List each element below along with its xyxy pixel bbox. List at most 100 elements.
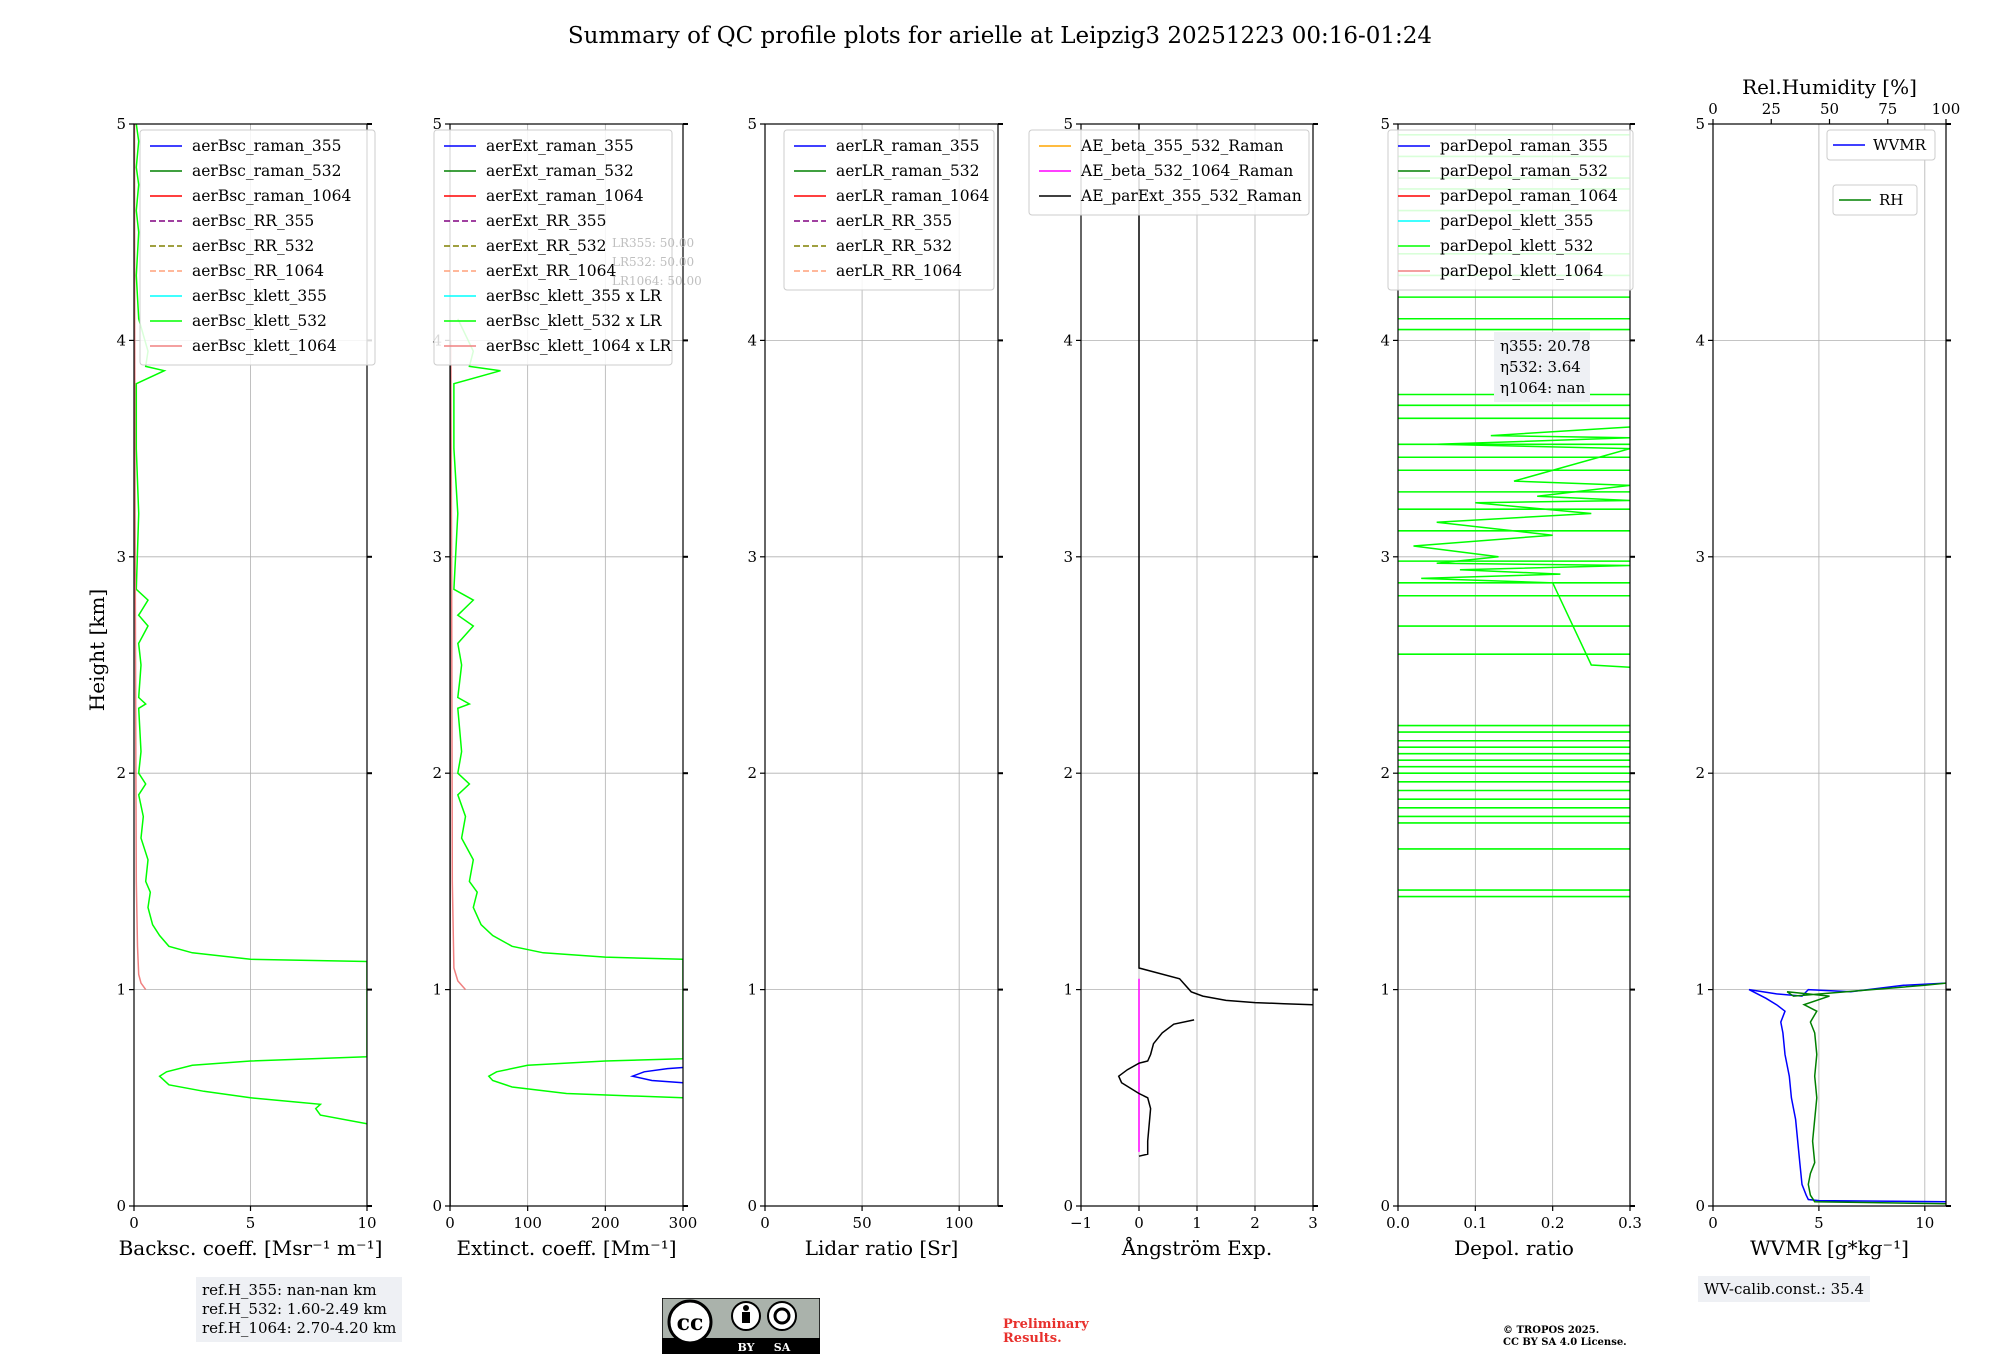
legend-label: aerBsc_klett_1064 — [192, 337, 337, 355]
legend-box — [433, 129, 673, 366]
legend-label: aerBsc_klett_355 — [192, 287, 327, 305]
eta-note: η1064: nan — [1500, 379, 1586, 397]
legend-label: aerBsc_RR_355 — [192, 212, 314, 230]
x-axis-label: Ångström Exp. — [1121, 1235, 1272, 1260]
page-title: Summary of QC profile plots for arielle … — [568, 23, 1432, 49]
x-tick-label: 1 — [1192, 1214, 1202, 1232]
legend-label: aerLR_raman_532 — [836, 162, 979, 180]
preliminary-note: Preliminary Results. — [1003, 1318, 1089, 1346]
series-AE_parExt_355_532_Raman — [1117, 1019, 1195, 1157]
y-tick-label: 4 — [747, 331, 757, 349]
wv-calib-text: WV-calib.const.: 35.4 — [1704, 1280, 1865, 1298]
ref-height-355: ref.H_355: nan-nan km — [202, 1281, 377, 1299]
y-tick-label: 5 — [1063, 115, 1073, 133]
x-tick-label: 0 — [760, 1214, 770, 1232]
axes-frame — [1712, 123, 1947, 1207]
legend-label: aerExt_RR_532 — [486, 237, 607, 255]
y-axis-label: Height [km] — [85, 589, 109, 711]
y-tick-label: 3 — [1695, 548, 1705, 566]
eta-note: η532: 3.64 — [1500, 358, 1581, 376]
x-tick-label: 5 — [1814, 1214, 1824, 1232]
lr-note: LR532: 50.00 — [612, 255, 694, 269]
cc-license-badge: cc BY SA — [662, 1298, 820, 1354]
y-tick-label: 2 — [1695, 764, 1705, 782]
y-tick-label: 3 — [1380, 548, 1390, 566]
top-x-axis-label: Rel.Humidity [%] — [1742, 75, 1917, 99]
y-tick-label: 1 — [1380, 981, 1390, 999]
lr-note: LR355: 50.00 — [612, 236, 694, 250]
legend-label: aerLR_RR_532 — [836, 237, 952, 255]
sa-icon — [767, 1301, 797, 1331]
legend-label: parDepol_klett_532 — [1440, 237, 1593, 255]
panel-extinction: 0123450100200300Extinct. coeff. [Mm⁻¹]ae… — [432, 115, 701, 1260]
series-parDepol_klett_532_profile — [1413, 426, 1630, 668]
x-tick-label: −1 — [1070, 1214, 1092, 1232]
y-tick-label: 0 — [1695, 1197, 1705, 1215]
series-group — [450, 318, 683, 1206]
x-axis-label: Extinct. coeff. [Mm⁻¹] — [456, 1236, 676, 1260]
legend-label: aerExt_raman_355 — [486, 137, 634, 155]
x-tick-label: 0 — [129, 1214, 139, 1232]
x-tick-label: 100 — [513, 1214, 542, 1232]
series-RH — [1786, 982, 1946, 1205]
y-tick-label: 0 — [747, 1197, 757, 1215]
x-tick-label: 0.0 — [1386, 1214, 1410, 1232]
x-tick-label: 200 — [591, 1214, 620, 1232]
series-aerBsc_klett_1064 x LR — [450, 340, 467, 991]
legend-label: parDepol_raman_532 — [1440, 162, 1608, 180]
legend-label: aerBsc_klett_532 — [192, 312, 327, 330]
legend-label: aerBsc_klett_355 x LR — [486, 287, 663, 305]
legend-label: parDepol_raman_355 — [1440, 137, 1608, 155]
axes-frame — [449, 123, 684, 1207]
y-tick-label: 2 — [1380, 764, 1390, 782]
x-axis-label: Lidar ratio [Sr] — [805, 1236, 959, 1260]
series-aerBsc_klett_532 x LR — [453, 318, 683, 1099]
y-tick-label: 1 — [116, 981, 126, 999]
x-tick-label: 5 — [246, 1214, 256, 1232]
legend-label: WVMR — [1873, 136, 1927, 154]
y-tick-label: 1 — [432, 981, 442, 999]
series-aerBsc_klett_1064 — [134, 124, 147, 991]
legend-box — [783, 129, 995, 291]
y-tick-label: 5 — [747, 115, 757, 133]
x-tick-label: 100 — [945, 1214, 974, 1232]
top-x-tick-label: 0 — [1708, 100, 1718, 118]
axes-frame — [764, 123, 999, 1207]
y-tick-label: 2 — [116, 764, 126, 782]
legend-label: aerBsc_RR_1064 — [192, 262, 324, 280]
x-tick-label: 0 — [445, 1214, 455, 1232]
y-tick-label: 3 — [116, 548, 126, 566]
legend-label: aerLR_RR_1064 — [836, 262, 962, 280]
legend-label: parDepol_klett_355 — [1440, 212, 1593, 230]
y-tick-label: 2 — [747, 764, 757, 782]
legend-box — [139, 129, 376, 366]
legend-label: aerBsc_RR_532 — [192, 237, 314, 255]
top-x-tick-label: 75 — [1878, 100, 1897, 118]
series-group — [1117, 124, 1313, 1157]
y-tick-label: 5 — [432, 115, 442, 133]
panel-depol: 0 1 2 3 4 5 0.0 0.1 0.2 0.3 Depol. ratio parDepol_r… — [1380, 115, 1641, 1260]
legend-label: parDepol_klett_1064 — [1440, 262, 1603, 280]
ref-height-1064: ref.H_1064: 2.70-4.20 km — [202, 1319, 397, 1337]
x-tick-label: 0.3 — [1618, 1214, 1642, 1232]
x-tick-label: 0.1 — [1463, 1214, 1487, 1232]
x-tick-label: 3 — [1308, 1214, 1318, 1232]
by-label: BY — [738, 1341, 755, 1354]
legend-label: AE_parExt_355_532_Raman — [1080, 187, 1302, 205]
preliminary-line-1: Preliminary — [1003, 1317, 1089, 1332]
x-axis-label: WVMR [g*kg⁻¹] — [1750, 1236, 1909, 1260]
series-AE_parExt_355_532_Raman_upper — [1138, 124, 1313, 1006]
legend-label: aerLR_RR_355 — [836, 212, 952, 230]
legend-label: aerBsc_raman_1064 — [192, 187, 352, 205]
panel-backscatter: 0 1 2 3 4 5 0 5 10 Backsc. coeff. [Msr⁻¹ m⁻¹] aerB… — [116, 115, 382, 1260]
y-tick-label: 4 — [1063, 331, 1073, 349]
top-x-tick-label: 50 — [1820, 100, 1839, 118]
eta-box — [1494, 332, 1590, 402]
y-tick-label: 1 — [1063, 981, 1073, 999]
legend-label: aerExt_raman_532 — [486, 162, 634, 180]
y-tick-label: 3 — [1063, 548, 1073, 566]
series-group — [1748, 982, 1946, 1205]
x-axis-label: Backsc. coeff. [Msr⁻¹ m⁻¹] — [119, 1236, 383, 1260]
